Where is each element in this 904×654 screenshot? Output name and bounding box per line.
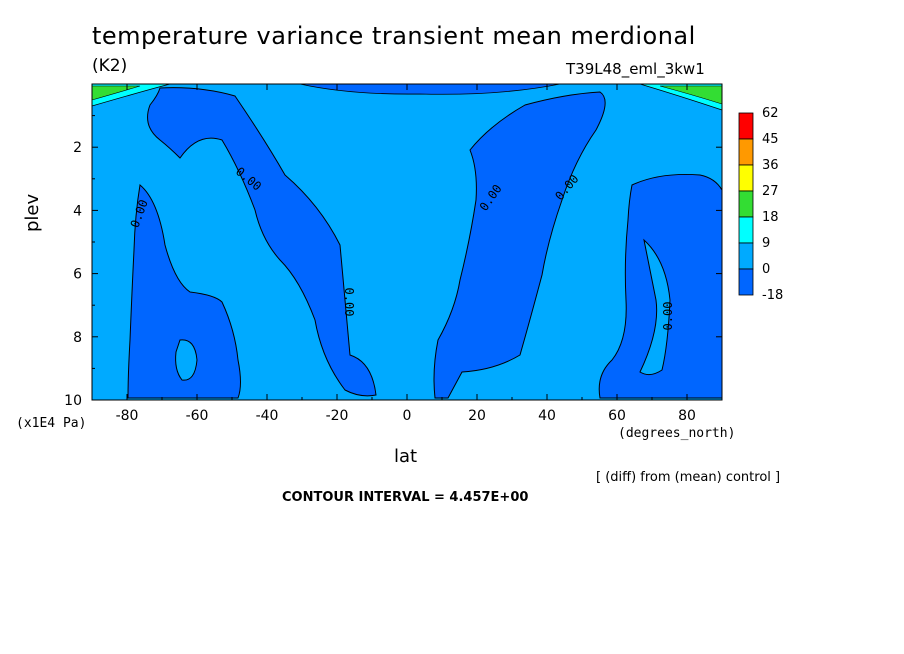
region-high-right-2 bbox=[659, 85, 723, 105]
colorbar-label: 9 bbox=[762, 236, 770, 251]
colorbar-swatch bbox=[738, 242, 754, 270]
x-axis-label: lat bbox=[394, 446, 418, 467]
x-tick-label: -20 bbox=[326, 408, 349, 424]
contour-interval: CONTOUR INTERVAL = 4.457E+00 bbox=[282, 490, 529, 505]
x-axis-units: (degrees_north) bbox=[618, 426, 736, 441]
colorbar-swatch bbox=[738, 190, 754, 218]
contour-label: 0.00 bbox=[661, 302, 675, 331]
colorbar-label: 36 bbox=[762, 158, 779, 173]
colorbar-label: 0 bbox=[762, 262, 770, 277]
x-tick-label: 80 bbox=[678, 408, 696, 424]
region-neg-top bbox=[299, 83, 561, 95]
chart-title: temperature variance transient mean merd… bbox=[92, 22, 696, 50]
colorbar-label: -18 bbox=[762, 288, 783, 303]
x-tick-label: 40 bbox=[538, 408, 556, 424]
x-tick-label: 60 bbox=[608, 408, 626, 424]
y-tick-label: 2 bbox=[73, 140, 82, 156]
y-tick-label: 4 bbox=[73, 203, 82, 219]
contour-label: 0.00 bbox=[342, 288, 356, 317]
region-neg-east bbox=[433, 91, 606, 399]
x-tick-label: -40 bbox=[256, 408, 279, 424]
colorbar-swatch bbox=[738, 138, 754, 166]
y-tick-label: 10 bbox=[64, 393, 82, 409]
colorbar-label: 18 bbox=[762, 210, 779, 225]
colorbar-label: 45 bbox=[762, 132, 779, 147]
colorbar-swatch bbox=[738, 216, 754, 244]
y-tick-label: 6 bbox=[73, 267, 82, 283]
diff-note: [ (diff) from (mean) control ] bbox=[596, 470, 781, 485]
y-axis-units: (x1E4 Pa) bbox=[16, 416, 87, 431]
region-bg-island bbox=[175, 339, 198, 381]
x-tick-label: 20 bbox=[468, 408, 486, 424]
colorbar-label: 62 bbox=[762, 106, 779, 121]
colorbar-swatch bbox=[738, 112, 754, 140]
region-bg-notch bbox=[639, 238, 671, 376]
region-neg-southwest bbox=[127, 184, 241, 399]
x-tick-label: -60 bbox=[186, 408, 209, 424]
x-tick-label: -80 bbox=[116, 408, 139, 424]
colorbar-swatch bbox=[738, 164, 754, 192]
colorbar-label: 27 bbox=[762, 184, 779, 199]
x-tick-label: 0 bbox=[403, 408, 412, 424]
colorbar-swatch bbox=[738, 268, 754, 296]
chart-units: (K2) bbox=[92, 56, 128, 76]
y-tick-label: 8 bbox=[73, 330, 82, 346]
region-neg-west bbox=[147, 87, 377, 397]
run-name: T39L48_eml_3kw1 bbox=[566, 60, 705, 78]
